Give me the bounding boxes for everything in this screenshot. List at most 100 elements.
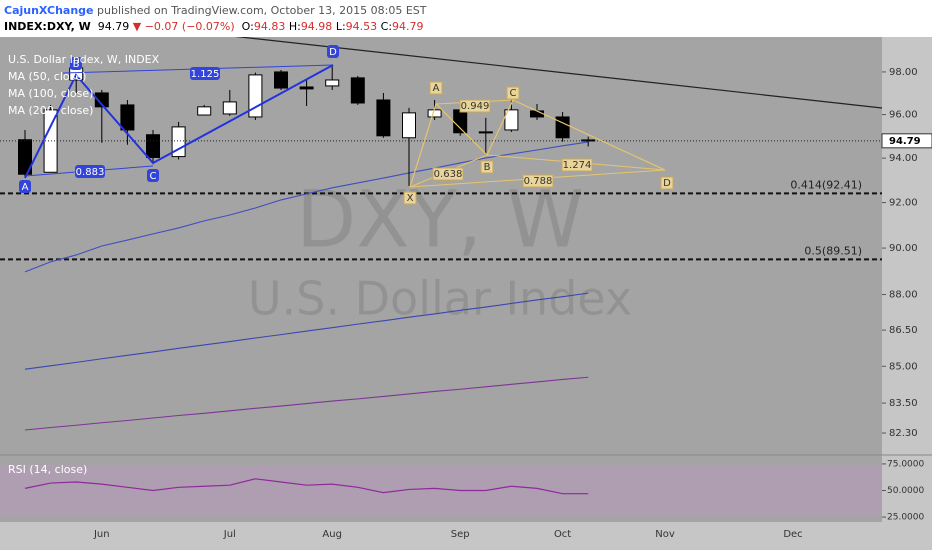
point-box bbox=[403, 191, 417, 205]
fib-label: 0.414(92.41) bbox=[790, 178, 862, 191]
l-label: L: bbox=[335, 20, 346, 33]
ratio-box bbox=[459, 99, 491, 113]
candle-body bbox=[530, 110, 544, 118]
point-label: A bbox=[22, 182, 29, 193]
h-label: H: bbox=[288, 20, 301, 33]
point-label: D bbox=[663, 178, 671, 189]
symbol: INDEX:DXY, W bbox=[4, 20, 91, 33]
x-tick-label: Aug bbox=[322, 529, 342, 540]
y-tick-label: 83.50 bbox=[889, 398, 918, 409]
y-tick-label: 98.00 bbox=[889, 67, 918, 78]
candle-body bbox=[299, 86, 314, 90]
point-box bbox=[327, 45, 339, 58]
x-tick-label: Sep bbox=[451, 529, 470, 540]
last-price-box bbox=[881, 133, 932, 149]
ratio: 0.638 bbox=[434, 169, 463, 180]
yellow-pattern: 0.949 0.638 0.788 1.274 X A B C D bbox=[403, 81, 674, 205]
ratio: 0.949 bbox=[461, 101, 490, 112]
last: 94.79 bbox=[97, 20, 130, 33]
y-tick-label: 86.50 bbox=[889, 325, 918, 336]
point-label: C bbox=[150, 171, 157, 182]
candle-body bbox=[453, 109, 468, 134]
x-tick-label: Oct bbox=[554, 529, 571, 540]
fib-label: 0.5(89.51) bbox=[804, 244, 862, 257]
candle-body bbox=[171, 126, 186, 158]
ratio-box bbox=[561, 158, 593, 172]
point-box bbox=[70, 57, 82, 70]
quote-line: INDEX:DXY, W 94.79 ▼ −0.07 (−0.07%) O:94… bbox=[4, 20, 424, 33]
candle-body bbox=[18, 139, 32, 175]
rsi-title: RSI (14, close) bbox=[8, 463, 87, 476]
ratio: 0.883 bbox=[76, 167, 105, 178]
x-tick-label: Jun bbox=[93, 529, 110, 540]
point-label: D bbox=[329, 47, 337, 58]
y-tick-label: 25.0000 bbox=[887, 513, 924, 523]
legend-entry: MA (100, close) bbox=[8, 87, 93, 100]
author[interactable]: CajunXChange bbox=[4, 4, 94, 17]
x-tick-label: Nov bbox=[655, 529, 675, 540]
y-tick-label: 94.00 bbox=[889, 153, 918, 164]
candle-body bbox=[427, 109, 442, 118]
y-tick-label: 75.0000 bbox=[887, 459, 924, 469]
o-value: 94.83 bbox=[253, 20, 286, 33]
candle-body bbox=[146, 134, 160, 158]
point-label: X bbox=[407, 193, 414, 204]
y-tick-label: 85.00 bbox=[889, 361, 918, 372]
point-box bbox=[506, 86, 520, 100]
point-box bbox=[480, 160, 494, 174]
point-box bbox=[660, 176, 674, 190]
published: published on TradingView.com, October 13… bbox=[97, 4, 427, 17]
ratio-box bbox=[522, 174, 554, 188]
x-tick-label: Jul bbox=[223, 529, 236, 540]
moving-average bbox=[24, 376, 589, 431]
candle-body bbox=[555, 116, 570, 139]
candle-body bbox=[402, 112, 416, 139]
y-tick-label: 92.00 bbox=[889, 198, 918, 209]
o-label: O: bbox=[241, 20, 254, 33]
publish-line: CajunXChange published on TradingView.co… bbox=[4, 4, 427, 17]
candle-body bbox=[94, 92, 109, 108]
candle-body bbox=[504, 109, 519, 131]
y-tick-label: 88.00 bbox=[889, 290, 918, 301]
watermark-subtitle: U.S. Dollar Index bbox=[248, 272, 632, 326]
y-tick-label: 50.0000 bbox=[887, 486, 924, 496]
ratio: 0.788 bbox=[524, 176, 553, 187]
candle-body bbox=[197, 106, 212, 116]
point-label: C bbox=[510, 88, 517, 99]
change: −0.07 (−0.07%) bbox=[144, 20, 235, 33]
time-axis bbox=[0, 522, 932, 550]
candle-body bbox=[120, 104, 135, 131]
h-value: 94.98 bbox=[300, 20, 333, 33]
y-tick-label: 90.00 bbox=[889, 243, 918, 254]
watermark: DXY, W bbox=[296, 175, 584, 265]
point-label: B bbox=[73, 59, 80, 70]
last-price-label: 94.79 bbox=[889, 136, 921, 147]
y-tick-label: 82.30 bbox=[889, 428, 918, 439]
ratio-box bbox=[432, 167, 464, 181]
price-axis bbox=[882, 0, 932, 550]
blue-pattern: 1.125 0.883 A B C D bbox=[19, 45, 339, 193]
c-value: 94.79 bbox=[392, 20, 424, 33]
candle-body bbox=[222, 101, 237, 115]
candle-body bbox=[376, 99, 391, 137]
point-box bbox=[19, 180, 31, 193]
pattern-path bbox=[24, 64, 334, 179]
pattern-path bbox=[409, 99, 666, 188]
point-label: B bbox=[484, 162, 491, 173]
l-value: 94.53 bbox=[345, 20, 378, 33]
ratio: 1.274 bbox=[563, 160, 592, 171]
y-tick-label: 96.00 bbox=[889, 110, 918, 121]
ratio: 1.125 bbox=[191, 69, 220, 80]
candle-body bbox=[274, 71, 288, 89]
point-box bbox=[147, 169, 159, 182]
legend-entry: MA (50, close) bbox=[8, 70, 86, 83]
point-box bbox=[429, 81, 443, 95]
candle-body bbox=[478, 131, 493, 134]
legend-entry: MA (200, close) bbox=[8, 104, 93, 117]
candle-body bbox=[325, 79, 340, 87]
ratio-box bbox=[190, 67, 220, 80]
moving-average bbox=[24, 292, 589, 370]
rsi-band bbox=[0, 465, 882, 515]
